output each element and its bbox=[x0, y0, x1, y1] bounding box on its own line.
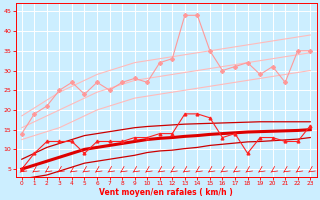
X-axis label: Vent moyen/en rafales ( km/h ): Vent moyen/en rafales ( km/h ) bbox=[99, 188, 233, 197]
